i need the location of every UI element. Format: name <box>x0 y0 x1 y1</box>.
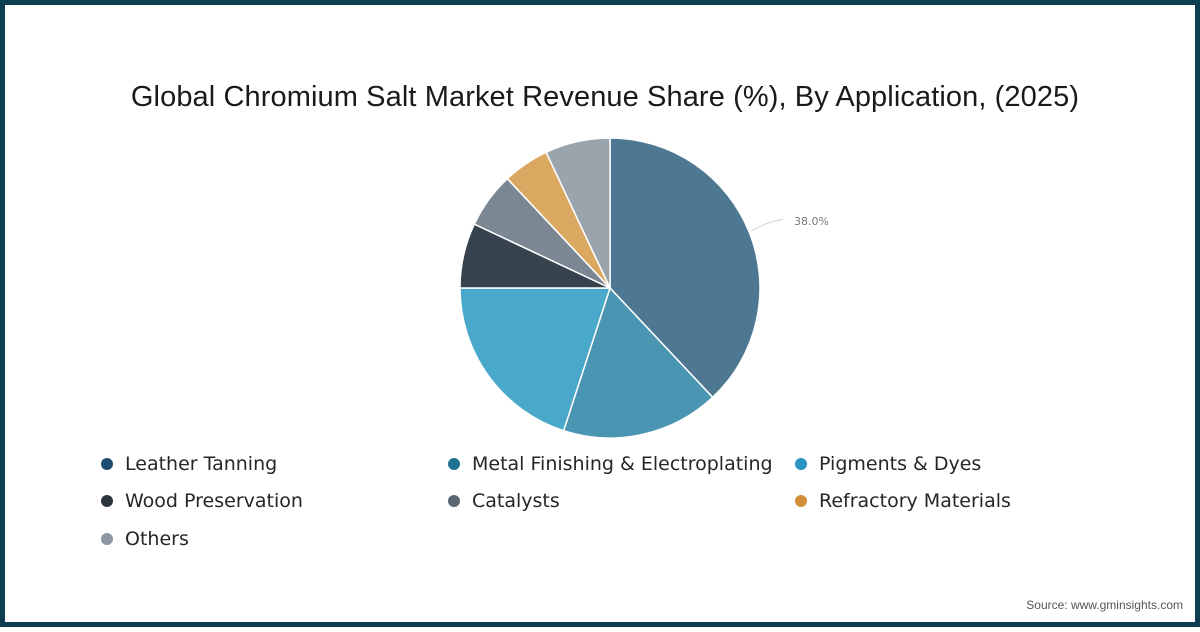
pie-slice-others[interactable] <box>545 137 611 289</box>
legend-dot-icon <box>101 495 113 507</box>
label-leader-line <box>750 218 784 232</box>
legend-item-catalysts[interactable]: Catalysts <box>448 490 560 512</box>
legend-item-refractory-materials[interactable]: Refractory Materials <box>795 490 1011 512</box>
legend-dot-icon <box>448 458 460 470</box>
pie-slice-leather-tanning[interactable] <box>609 137 761 399</box>
pie-slice-pigments-dyes[interactable] <box>459 287 612 432</box>
legend-label: Metal Finishing & Electroplating <box>472 453 773 475</box>
legend-label: Pigments & Dyes <box>819 453 982 475</box>
legend-dot-icon <box>101 533 113 545</box>
slice-label-leather-tanning: 38.0% <box>794 215 829 228</box>
legend-label: Refractory Materials <box>819 490 1011 512</box>
legend: Leather Tanning Metal Finishing & Electr… <box>5 5 1200 632</box>
legend-item-pigments-dyes[interactable]: Pigments & Dyes <box>795 453 981 475</box>
legend-item-leather-tanning[interactable]: Leather Tanning <box>101 453 277 475</box>
legend-dot-icon <box>101 458 113 470</box>
legend-item-metal-finishing[interactable]: Metal Finishing & Electroplating <box>448 453 773 475</box>
legend-dot-icon <box>795 458 807 470</box>
pie-slice-metal-finishing-electroplating[interactable] <box>562 286 714 439</box>
legend-label: Leather Tanning <box>125 453 278 475</box>
pie-chart: 38.0% <box>459 137 829 439</box>
chart-title: Global Chromium Salt Market Revenue Shar… <box>130 81 1080 113</box>
legend-dot-icon <box>795 495 807 507</box>
source-credit: Source: www.gminsights.com <box>1026 598 1183 612</box>
legend-label: Others <box>125 528 189 550</box>
legend-item-wood-preservation[interactable]: Wood Preservation <box>101 490 303 512</box>
legend-label: Catalysts <box>472 490 560 512</box>
legend-label: Wood Preservation <box>125 490 303 512</box>
legend-item-others[interactable]: Others <box>101 528 189 550</box>
legend-dot-icon <box>448 495 460 507</box>
pie-slices <box>459 137 761 439</box>
